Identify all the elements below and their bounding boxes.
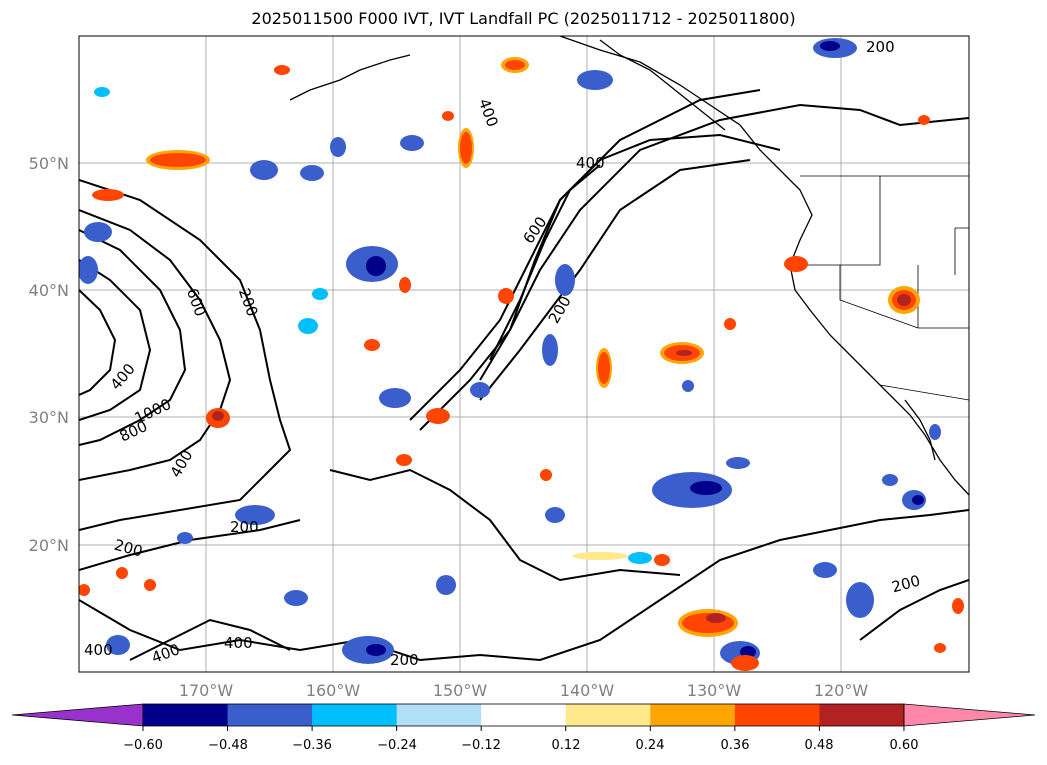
ivt-contours xyxy=(79,89,969,662)
colorbar-extend-right xyxy=(903,703,1036,727)
colorbar-tick: −0.24 xyxy=(377,738,417,753)
lat-label: 40°N xyxy=(29,281,69,300)
ivt-contour-labels: 200 400 600 200 400 600 200 400 800 1000… xyxy=(84,38,922,669)
contour-label: 400 xyxy=(84,641,113,659)
contour-label: 1000 xyxy=(132,395,174,427)
lon-label: 120°W xyxy=(814,681,869,700)
borders xyxy=(800,175,969,401)
colorbar-extend-left xyxy=(11,703,144,727)
contour-label: 400 xyxy=(475,96,502,129)
colorbar-segment xyxy=(565,704,651,726)
colorbar-tick: −0.36 xyxy=(292,738,332,753)
colorbar-segment xyxy=(143,704,229,726)
pc-blobs xyxy=(79,38,964,671)
contour-label: 200 xyxy=(235,286,262,319)
lon-label: 130°W xyxy=(687,681,742,700)
colorbar-segment xyxy=(481,704,567,726)
colorbar-tick: −0.60 xyxy=(123,738,163,753)
colorbar-segment xyxy=(312,704,398,726)
contour-label: 400 xyxy=(576,154,605,172)
contour-label: 400 xyxy=(224,634,253,652)
contour-label: 600 xyxy=(519,213,550,247)
colorbar-segment xyxy=(396,704,482,726)
map-title: 2025011500 F000 IVT, IVT Landfall PC (20… xyxy=(251,9,796,28)
colorbar-tick: 0.12 xyxy=(552,738,581,753)
colorbar-tick: 0.36 xyxy=(721,738,750,753)
colorbar-tick: 0.60 xyxy=(890,738,919,753)
colorbar-segment xyxy=(819,704,905,726)
colorbar-tick: 0.48 xyxy=(805,738,834,753)
lon-label: 170°W xyxy=(179,681,234,700)
colorbar-ticks: −0.60 −0.48 −0.36 −0.24 −0.12 0.12 0.24 … xyxy=(123,738,918,753)
lon-label: 140°W xyxy=(560,681,615,700)
pc-positive-regions xyxy=(79,57,964,671)
contour-label: 200 xyxy=(390,651,419,669)
map-area: 200 400 600 200 400 600 200 400 800 1000… xyxy=(79,36,969,672)
contour-label: 400 xyxy=(149,640,182,667)
map-frame xyxy=(78,35,970,673)
lon-label: 160°W xyxy=(306,681,361,700)
colorbar-frame xyxy=(142,703,905,727)
contour-label: 200 xyxy=(112,536,144,561)
lon-label: 150°W xyxy=(433,681,488,700)
colorbar-tick: 0.24 xyxy=(636,738,665,753)
colorbar-tick: −0.48 xyxy=(208,738,248,753)
colorbar-tick: −0.12 xyxy=(461,738,501,753)
contour-label: 200 xyxy=(230,518,259,536)
colorbar-segment xyxy=(734,704,820,726)
contour-label: 200 xyxy=(866,38,895,56)
lon-labels: 170°W 160°W 150°W 140°W 130°W 120°W xyxy=(179,681,869,700)
contour-label: 200 xyxy=(545,293,575,327)
lat-labels: 50°N 40°N 30°N 20°N xyxy=(29,154,69,555)
colorbar-segment xyxy=(650,704,736,726)
gridlines xyxy=(79,36,969,672)
colorbar xyxy=(11,703,1036,731)
contour-label: 200 xyxy=(890,572,922,597)
pc-negative-regions xyxy=(79,38,941,665)
colorbar-segment xyxy=(227,704,313,726)
lat-label: 50°N xyxy=(29,154,69,173)
lat-label: 20°N xyxy=(29,536,69,555)
lat-label: 30°N xyxy=(29,408,69,427)
contour-label: 400 xyxy=(167,447,197,481)
